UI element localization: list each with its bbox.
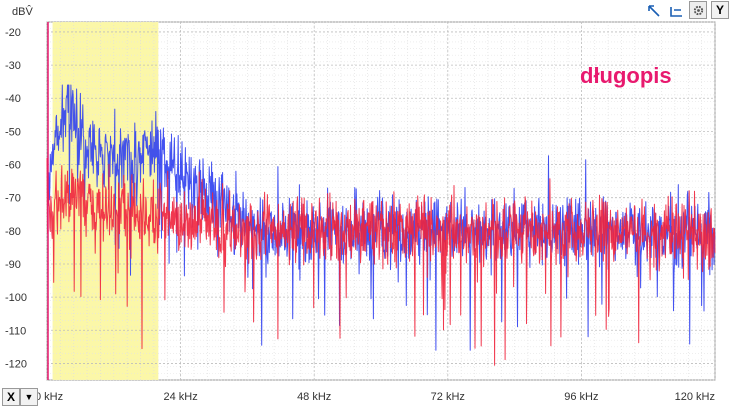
x-tick-label: 24 kHz bbox=[163, 391, 197, 403]
y-tick-label: -50 bbox=[5, 126, 21, 138]
y-tick-label: -90 bbox=[5, 259, 21, 271]
y-tick-label: -80 bbox=[5, 226, 21, 238]
y-tick-label: -100 bbox=[5, 292, 27, 304]
x-axis-dropdown-icon[interactable]: ▼ bbox=[20, 388, 38, 406]
cursor-arrow-icon[interactable] bbox=[645, 2, 663, 20]
major-grid bbox=[46, 22, 716, 380]
x-tick-label: 72 kHz bbox=[431, 391, 465, 403]
y-tick-labels: -20 -30 -40 -50 -60 -70 -80 -90 -100 -110 -120 bbox=[5, 27, 27, 370]
y-axis-button[interactable]: Y bbox=[711, 1, 729, 19]
y-tick-label: -60 bbox=[5, 160, 21, 172]
y-tick-label: -70 bbox=[5, 193, 21, 205]
y-axis-unit-label: dBV̂ bbox=[12, 4, 33, 18]
x-tick-label: 48 kHz bbox=[297, 391, 331, 403]
x-axis-button[interactable]: X bbox=[2, 388, 20, 406]
annotation-label: długopis bbox=[580, 63, 672, 88]
x-tick-label: 120 kHz bbox=[675, 391, 715, 403]
y-tick-label: -30 bbox=[5, 60, 21, 72]
x-tick-label: 0 kHz bbox=[35, 391, 63, 403]
horizontal-marker-icon[interactable] bbox=[667, 2, 685, 20]
series-layer bbox=[46, 84, 716, 366]
x-tick-label: 96 kHz bbox=[564, 391, 598, 403]
x-tick-labels: 0 kHz 24 kHz 48 kHz 72 kHz 96 kHz 120 kHz bbox=[35, 391, 715, 403]
y-tick-label: -120 bbox=[5, 358, 27, 370]
y-tick-label: -20 bbox=[5, 27, 21, 39]
settings-gear-icon[interactable] bbox=[689, 1, 707, 19]
series-line-2 bbox=[46, 157, 716, 366]
y-tick-label: -110 bbox=[5, 325, 26, 337]
y-tick-label: -40 bbox=[5, 93, 21, 105]
